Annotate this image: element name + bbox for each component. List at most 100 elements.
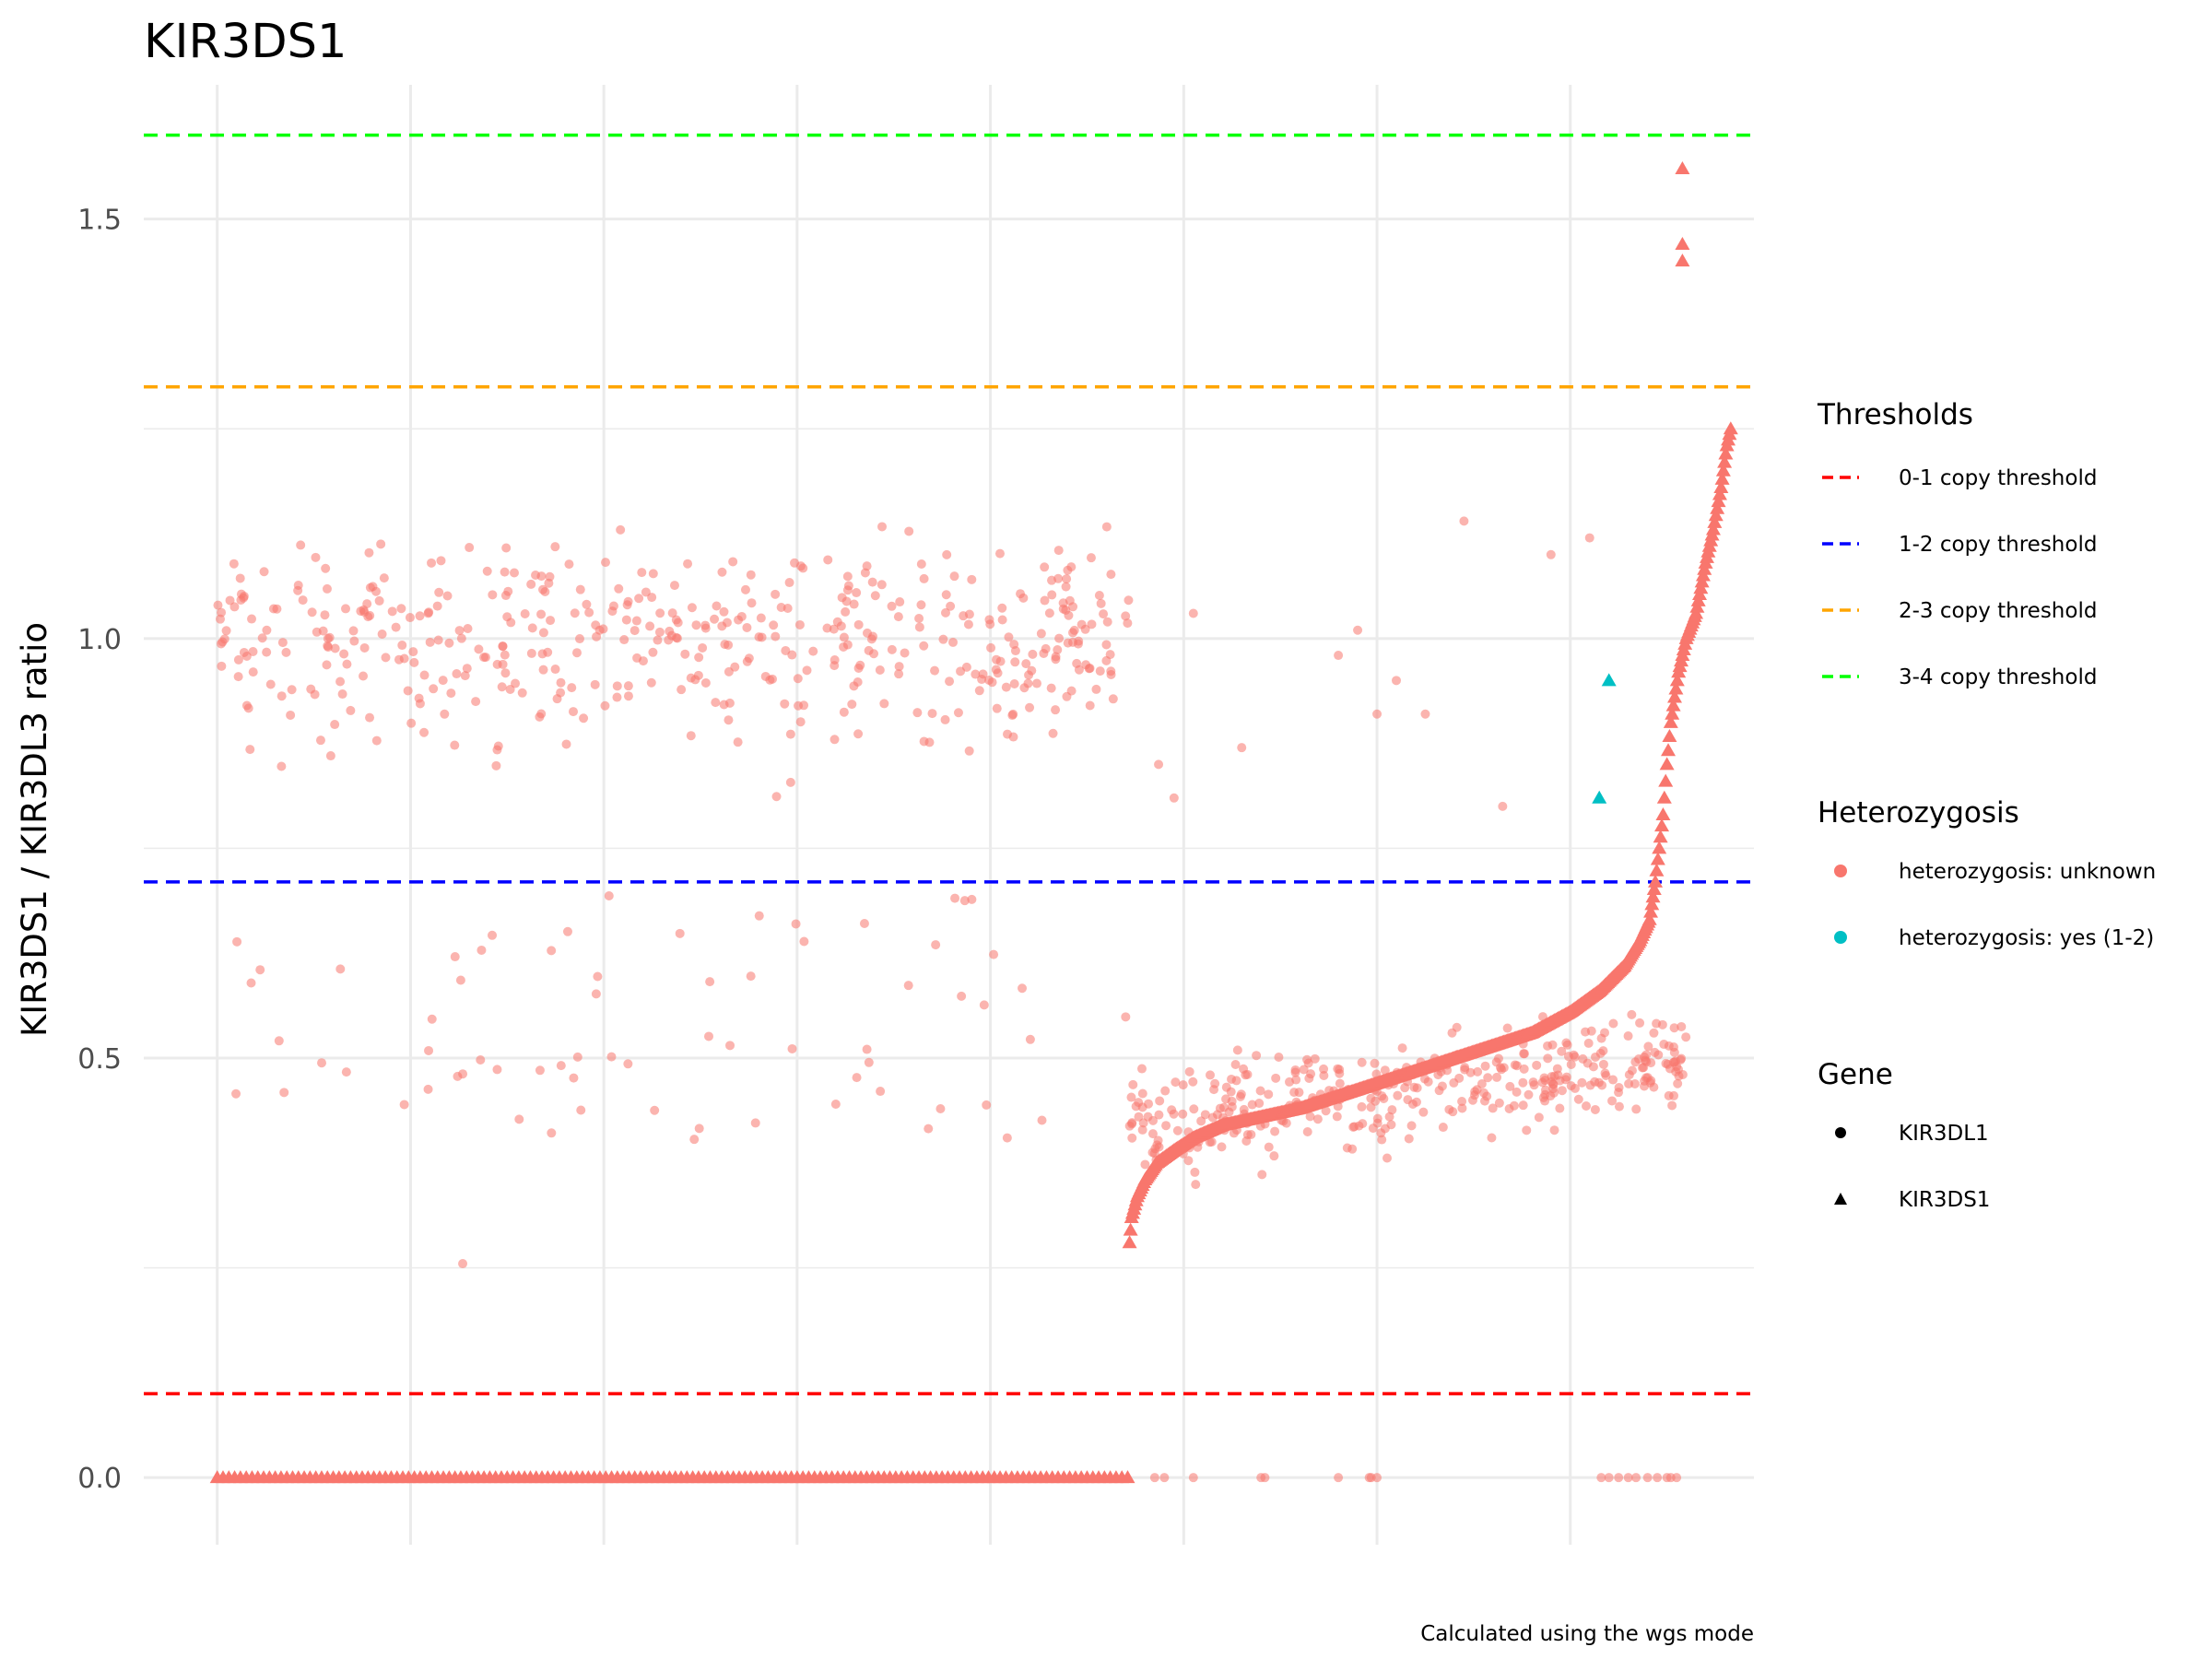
kir3dl1-point: [1539, 1073, 1549, 1083]
kir3dl1-point: [1534, 1112, 1544, 1123]
kir3dl1-point: [1438, 1123, 1448, 1133]
kir3dl1-point: [903, 981, 913, 991]
kir3dl1-point: [458, 1069, 468, 1079]
kir3dl1-point: [784, 578, 794, 588]
kir3dl1-point: [247, 614, 257, 624]
kir3dl1-point: [1522, 1125, 1532, 1135]
kir3ds1-point: [1662, 729, 1677, 743]
kir3dl1-point: [852, 588, 862, 598]
kir3dl1-point: [1190, 1167, 1200, 1177]
kir3dl1-point: [1677, 1021, 1687, 1031]
chart-title: KIR3DS1: [144, 15, 347, 69]
kir3dl1-point: [875, 665, 885, 675]
kir3dl1-point: [1291, 1075, 1301, 1085]
kir3dl1-point: [272, 604, 282, 614]
kir3dl1-point: [1524, 1089, 1534, 1100]
kir3dl1-point: [646, 677, 656, 688]
kir3dl1-point: [1400, 1083, 1410, 1093]
kir3dl1-point: [754, 911, 764, 921]
kir3dl1-point: [232, 936, 242, 947]
kir3dl1-point: [335, 964, 346, 974]
kir3dl1-point: [245, 745, 255, 755]
kir3dl1-point: [1169, 1109, 1179, 1119]
kir3dl1-point: [855, 660, 865, 670]
kir3dl1-point: [862, 561, 872, 571]
kir3dl1-point: [1392, 676, 1402, 686]
kir3dl1-point: [365, 582, 375, 593]
kir3dl1-point: [787, 1043, 797, 1053]
kir3dl1-point: [1271, 1073, 1281, 1083]
kir3dl1-point: [552, 694, 562, 704]
kir3dl1-point: [1380, 1065, 1390, 1076]
kir3dl1-point: [1025, 702, 1035, 712]
kir3dl1-point: [776, 603, 786, 613]
kir3dl1-point: [1128, 1079, 1138, 1089]
kir3dl1-point: [607, 606, 618, 617]
legend-label: heterozygosis: unknown: [1899, 860, 2156, 884]
kir3dl1-point: [511, 678, 521, 688]
kir3ds1-point: [1656, 790, 1672, 804]
kir3dl1-point: [315, 735, 325, 746]
kir3dl1-point: [471, 697, 481, 707]
kir3dl1-point: [397, 641, 407, 651]
kir3dl1-point: [497, 682, 507, 692]
kir3dl1-point: [342, 659, 352, 669]
kir3ds1-point: [1645, 889, 1661, 903]
kir3dl1-point: [1160, 1086, 1171, 1096]
kir3dl1-point: [793, 674, 803, 684]
kir3dl1-point: [1010, 646, 1020, 656]
kir3dl1-point: [241, 652, 252, 662]
kir3dl1-point: [1667, 1100, 1677, 1111]
kir3dl1-point: [1264, 1142, 1274, 1152]
kir3dl1-point: [1178, 1080, 1188, 1090]
kir3dl1-point: [1649, 1028, 1659, 1038]
kir3dl1-point: [869, 649, 879, 659]
kir3dl1-point: [1641, 1056, 1652, 1066]
kir3dl1-point: [1169, 793, 1179, 803]
kir3dl1-point: [550, 665, 560, 675]
kir3dl1-point: [694, 1124, 704, 1134]
kir3dl1-point: [771, 589, 781, 599]
kir3dl1-point: [276, 761, 287, 771]
kir3dl1-point: [1001, 682, 1011, 692]
kir3dl1-point: [1183, 1156, 1194, 1166]
kir3dl1-point: [1557, 1046, 1567, 1056]
kir3dl1-point: [1519, 1064, 1529, 1074]
kir3dl1-point: [337, 689, 347, 700]
kir3dl1-point: [1653, 1473, 1663, 1483]
kir3ds1-point: [1601, 673, 1617, 687]
kir3dl1-point: [241, 700, 252, 711]
kir3dl1-point: [687, 603, 697, 613]
kir3dl1-point: [1091, 684, 1101, 694]
kir3dl1-point: [794, 700, 804, 711]
kir3ds1-point: [1711, 494, 1726, 508]
kir3dl1-point: [974, 686, 984, 696]
kir3dl1-point: [323, 641, 333, 651]
kir3dl1-point: [1573, 1094, 1583, 1104]
kir3dl1-point: [771, 631, 781, 641]
kir3ds1-point: [1649, 863, 1665, 877]
kir3dl1-point: [379, 573, 389, 583]
kir3dl1-point: [569, 1073, 579, 1083]
kir3dl1-point: [1406, 1121, 1417, 1131]
kir3dl1-point: [1188, 1077, 1198, 1087]
kir3dl1-point: [1368, 1124, 1378, 1134]
kir3dl1-point: [1492, 1072, 1502, 1082]
kir3dl1-point: [1642, 1073, 1653, 1083]
kir3dl1-point: [997, 603, 1007, 613]
kir3dl1-point: [1566, 1081, 1576, 1091]
kir3dl1-point: [1596, 1033, 1606, 1043]
kir3dl1-point: [830, 1099, 841, 1109]
kir3dl1-point: [780, 699, 790, 709]
kir3dl1-point: [1051, 705, 1061, 715]
kir3dl1-point: [318, 626, 328, 636]
legend-label: KIR3DL1: [1899, 1122, 1989, 1146]
kir3dl1-point: [1136, 1064, 1147, 1074]
kir3dl1-point: [488, 930, 498, 940]
kir3dl1-point: [1546, 549, 1556, 559]
kir3dl1-point: [1002, 1133, 1012, 1143]
kir3dl1-point: [623, 1059, 633, 1069]
kir3dl1-point: [1159, 1473, 1170, 1483]
kir3dl1-point: [1319, 1070, 1329, 1080]
kir3dl1-point: [971, 669, 981, 679]
